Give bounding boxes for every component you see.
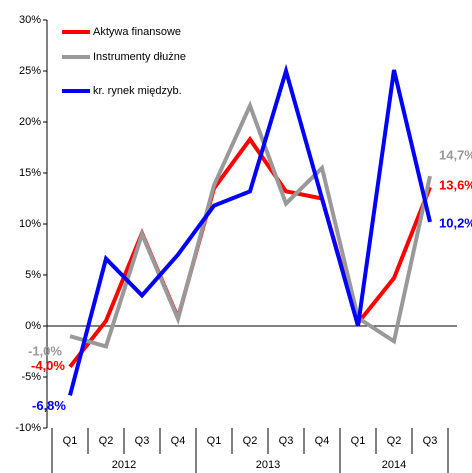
x-tick-label: Q4 xyxy=(315,435,330,447)
value-label: -1,0% xyxy=(28,344,62,359)
legend-label: Aktywa finansowe xyxy=(93,26,181,38)
legend-label: kr. rynek międzyb. xyxy=(93,85,182,97)
legend-label: Instrumenty dłużne xyxy=(93,51,186,63)
x-tick-label: Q3 xyxy=(135,435,150,447)
y-tick-label: 30% xyxy=(19,14,41,26)
x-tick-label: Q3 xyxy=(423,435,438,447)
y-tick-label: 5% xyxy=(25,269,41,281)
value-label: 14,7% xyxy=(439,147,472,162)
series-line xyxy=(69,100,432,349)
value-label: 10,2% xyxy=(439,215,472,230)
x-tick-label: Q2 xyxy=(99,435,114,447)
value-label: -6,8% xyxy=(32,398,66,413)
x-tick-label: Q2 xyxy=(243,435,258,447)
y-tick-label: -5% xyxy=(21,371,41,383)
x-tick-label: Q4 xyxy=(171,435,186,447)
y-tick-label: 10% xyxy=(19,218,41,230)
x-tick-label: Q2 xyxy=(387,435,402,447)
y-tick-label: 15% xyxy=(19,167,41,179)
x-tick-label: Q1 xyxy=(207,435,222,447)
series-line xyxy=(68,63,432,396)
x-tick-label: Q1 xyxy=(351,435,366,447)
x-tick-label: Q3 xyxy=(279,435,294,447)
group-label: 2013 xyxy=(256,459,280,471)
group-label: 2012 xyxy=(112,459,136,471)
value-label: 13,6% xyxy=(439,178,472,193)
value-label: -4,0% xyxy=(31,358,65,373)
x-tick-label: Q1 xyxy=(63,435,78,447)
y-tick-label: -10% xyxy=(15,422,41,434)
series-line xyxy=(68,135,432,369)
y-tick-label: 20% xyxy=(19,116,41,128)
group-label: 2014 xyxy=(382,459,406,471)
y-tick-label: 25% xyxy=(19,65,41,77)
y-tick-label: 0% xyxy=(25,320,41,332)
